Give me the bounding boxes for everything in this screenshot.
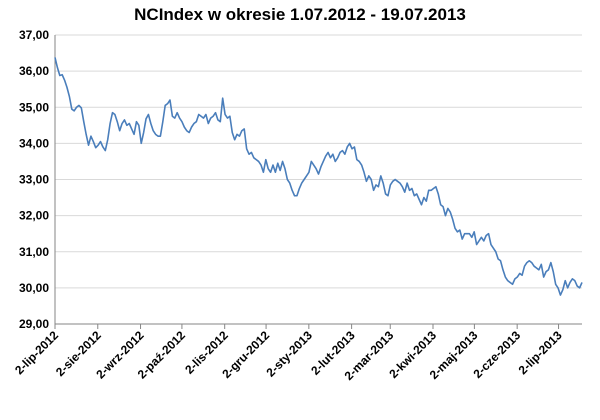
- y-tick-label: 29,00: [19, 317, 49, 331]
- y-tick-label: 35,00: [19, 100, 49, 114]
- x-tick-label: 2-sty-2013: [264, 328, 316, 380]
- y-tick-label: 32,00: [19, 209, 49, 223]
- x-axis: 2-lip-20122-sie-20122-wrz-20122-paź-2012…: [12, 35, 582, 383]
- y-axis-ticks: 29,00 30,00 31,00 32,00 33,00 34,00 35,00 36,00…: [19, 28, 49, 331]
- y-tick-label: 36,00: [19, 64, 49, 78]
- series-line: [54, 57, 583, 296]
- series-group: [54, 57, 583, 296]
- y-tick-label: 34,00: [19, 136, 49, 150]
- x-tick-label: 2-lip-2013: [516, 328, 565, 377]
- y-tick-label: 33,00: [19, 173, 49, 187]
- chart-title: NCIndex w okresie 1.07.2012 - 19.07.2013: [134, 5, 466, 24]
- x-tick-label: 2-cze-2013: [470, 328, 523, 381]
- y-tick-label: 31,00: [19, 245, 49, 259]
- y-tick-label: 30,00: [19, 281, 49, 295]
- y-tick-label: 37,00: [19, 28, 49, 42]
- gridlines: [55, 34, 582, 289]
